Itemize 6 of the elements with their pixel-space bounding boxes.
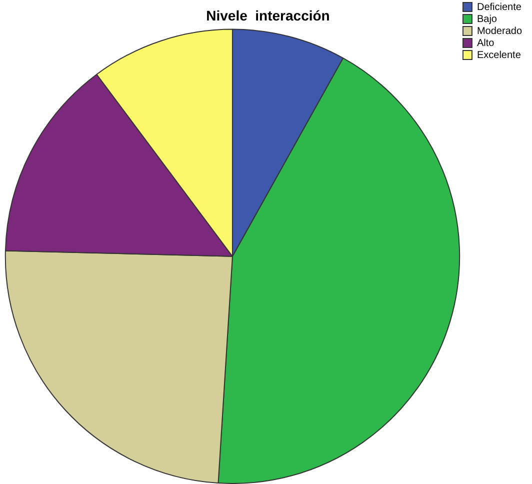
legend-label: Alto: [476, 38, 495, 49]
legend-label: Deficiente: [476, 2, 522, 13]
legend-label: Moderado: [476, 26, 522, 37]
legend-label: Excelente: [476, 50, 522, 61]
chart-title: Nivele interacción: [206, 7, 330, 24]
legend-label: Bajo: [476, 14, 498, 25]
